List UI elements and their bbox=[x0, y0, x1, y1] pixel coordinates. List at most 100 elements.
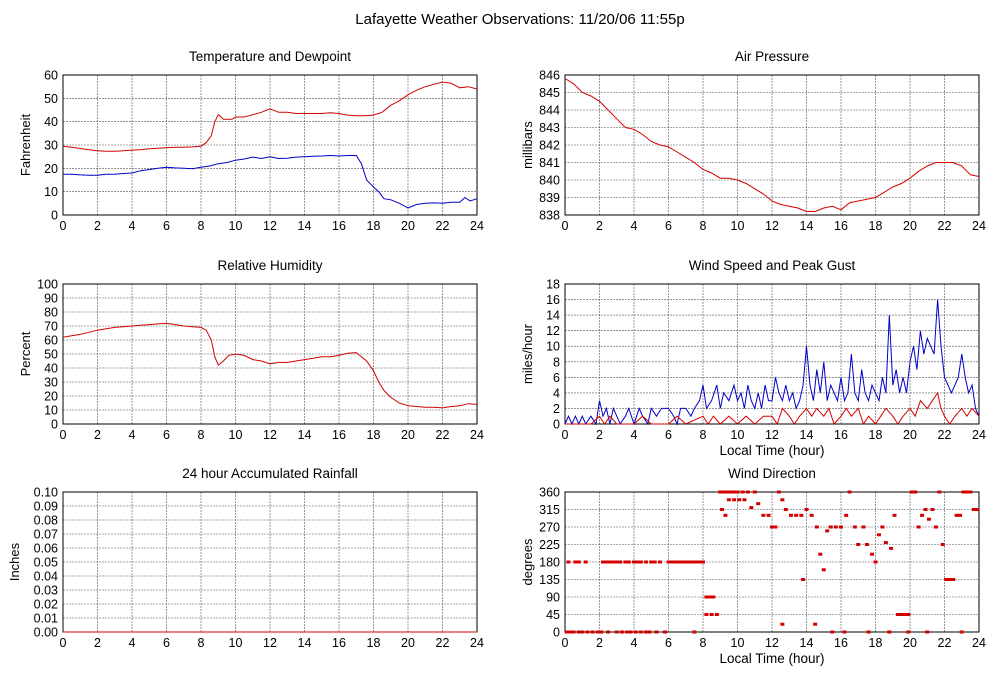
y-tick-label: 315 bbox=[539, 503, 560, 517]
x-tick-label: 22 bbox=[436, 219, 450, 233]
x-tick-label: 6 bbox=[163, 636, 170, 650]
direction-point bbox=[694, 560, 699, 564]
y-tick-label: 70 bbox=[44, 320, 58, 334]
direction-point bbox=[825, 529, 830, 533]
direction-point bbox=[852, 525, 857, 529]
direction-point bbox=[964, 490, 969, 494]
direction-point bbox=[600, 560, 605, 564]
direction-point bbox=[652, 560, 657, 564]
direction-point bbox=[583, 560, 588, 564]
direction-point bbox=[576, 560, 581, 564]
direction-point bbox=[619, 630, 624, 634]
direction-point bbox=[568, 630, 573, 634]
chart-title: Air Pressure bbox=[735, 49, 809, 64]
y-tick-label: 839 bbox=[539, 191, 560, 205]
y-tick-label: 16 bbox=[546, 293, 560, 307]
x-tick-label: 4 bbox=[631, 636, 638, 650]
y-tick-label: 10 bbox=[44, 185, 58, 199]
direction-point bbox=[638, 630, 643, 634]
direction-point bbox=[740, 490, 745, 494]
x-tick-label: 4 bbox=[631, 428, 638, 442]
direction-point bbox=[732, 498, 737, 502]
x-tick-label: 20 bbox=[401, 428, 415, 442]
y-axis-label: degrees bbox=[520, 538, 535, 585]
direction-point bbox=[902, 613, 907, 616]
direction-point bbox=[654, 630, 659, 634]
direction-point bbox=[844, 513, 849, 517]
x-tick-label: 2 bbox=[94, 636, 101, 650]
direction-point bbox=[839, 525, 843, 529]
x-tick-label: 20 bbox=[903, 636, 917, 650]
direction-point bbox=[780, 622, 785, 626]
x-tick-label: 8 bbox=[700, 636, 707, 650]
x-tick-label: 6 bbox=[163, 219, 170, 233]
x-tick-label: 10 bbox=[229, 219, 243, 233]
x-tick-label: 18 bbox=[367, 636, 381, 650]
y-tick-label: 20 bbox=[44, 390, 58, 404]
direction-point bbox=[564, 630, 569, 634]
direction-point bbox=[926, 517, 931, 521]
series-line-blue bbox=[63, 154, 478, 209]
direction-point bbox=[635, 560, 640, 564]
series-line-red bbox=[564, 78, 980, 212]
direction-point bbox=[876, 533, 881, 537]
y-tick-label: 50 bbox=[44, 92, 58, 106]
direction-point bbox=[776, 490, 781, 494]
direction-point bbox=[794, 513, 799, 517]
direction-point bbox=[770, 525, 774, 529]
direction-point bbox=[683, 560, 688, 564]
plot-frame bbox=[564, 283, 980, 425]
direction-point bbox=[847, 490, 852, 494]
direction-point bbox=[618, 560, 623, 564]
x-tick-label: 14 bbox=[298, 219, 312, 233]
plot-frame bbox=[564, 74, 980, 216]
x-tick-label: 8 bbox=[198, 636, 205, 650]
x-tick-label: 16 bbox=[332, 428, 346, 442]
direction-point bbox=[632, 560, 636, 564]
direction-point bbox=[704, 613, 709, 616]
x-tick-label: 8 bbox=[198, 219, 205, 233]
y-tick-label: 0.08 bbox=[34, 514, 58, 528]
x-tick-label: 2 bbox=[94, 428, 101, 442]
x-tick-label: 12 bbox=[263, 428, 277, 442]
direction-point bbox=[666, 560, 671, 564]
x-tick-label: 0 bbox=[562, 636, 569, 650]
y-axis-label: miles/hour bbox=[520, 323, 535, 384]
y-tick-label: 843 bbox=[539, 121, 560, 135]
y-tick-label: 12 bbox=[546, 324, 560, 338]
x-tick-label: 20 bbox=[903, 219, 917, 233]
x-tick-label: 0 bbox=[60, 428, 67, 442]
direction-point bbox=[614, 560, 619, 564]
x-tick-label: 16 bbox=[834, 219, 848, 233]
direction-point bbox=[573, 560, 578, 564]
y-tick-label: 838 bbox=[539, 209, 560, 223]
x-tick-label: 20 bbox=[401, 636, 415, 650]
direction-point bbox=[895, 613, 900, 616]
y-tick-label: 180 bbox=[539, 556, 560, 570]
direction-point bbox=[899, 613, 904, 616]
series-line-red bbox=[62, 81, 478, 152]
direction-point bbox=[676, 560, 681, 564]
direction-point bbox=[783, 508, 788, 511]
x-tick-label: 4 bbox=[129, 219, 136, 233]
y-tick-label: 841 bbox=[539, 156, 560, 170]
x-tick-label: 18 bbox=[869, 219, 883, 233]
direction-point bbox=[761, 513, 766, 517]
direction-point bbox=[813, 622, 818, 626]
x-tick-label: 10 bbox=[229, 428, 243, 442]
direction-point bbox=[625, 630, 630, 634]
direction-point bbox=[687, 560, 692, 564]
y-tick-label: 8 bbox=[553, 355, 560, 369]
x-tick-label: 24 bbox=[470, 219, 484, 233]
direction-point bbox=[944, 578, 949, 581]
plot-frame bbox=[564, 491, 980, 633]
x-tick-label: 20 bbox=[401, 219, 415, 233]
direction-point bbox=[611, 560, 616, 564]
x-tick-label: 2 bbox=[596, 219, 603, 233]
direction-point bbox=[923, 508, 928, 511]
direction-point bbox=[861, 525, 866, 529]
direction-point bbox=[701, 560, 705, 564]
